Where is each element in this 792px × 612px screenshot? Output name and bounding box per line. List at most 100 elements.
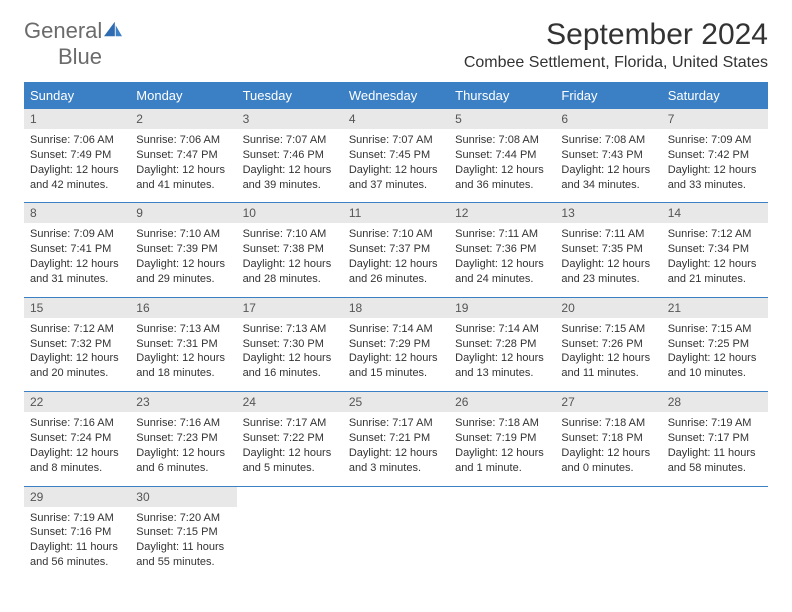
sunset-text: Sunset: 7:39 PM (136, 242, 230, 257)
daylight-text: Daylight: 12 hours and 8 minutes. (30, 446, 124, 476)
sunrise-text: Sunrise: 7:09 AM (30, 227, 124, 242)
sunset-text: Sunset: 7:19 PM (455, 431, 549, 446)
daylight-text: Daylight: 12 hours and 18 minutes. (136, 351, 230, 381)
day-cell: Sunrise: 7:08 AMSunset: 7:43 PMDaylight:… (555, 129, 661, 203)
sunrise-text: Sunrise: 7:12 AM (668, 227, 762, 242)
day-number: 12 (449, 203, 555, 224)
day-cell (662, 507, 768, 580)
sunrise-text: Sunrise: 7:10 AM (136, 227, 230, 242)
logo-text: General Blue (24, 18, 124, 70)
day-cell: Sunrise: 7:17 AMSunset: 7:22 PMDaylight:… (237, 412, 343, 486)
sunrise-text: Sunrise: 7:16 AM (136, 416, 230, 431)
day-cell: Sunrise: 7:19 AMSunset: 7:16 PMDaylight:… (24, 507, 130, 580)
sunrise-text: Sunrise: 7:14 AM (349, 322, 443, 337)
day-number: 8 (24, 203, 130, 224)
daylight-text: Daylight: 12 hours and 26 minutes. (349, 257, 443, 287)
week-body-row: Sunrise: 7:06 AMSunset: 7:49 PM Daylight:… (24, 129, 768, 203)
week-body-row: Sunrise: 7:16 AMSunset: 7:24 PMDaylight:… (24, 412, 768, 486)
day-cell: Sunrise: 7:07 AMSunset: 7:46 PMDaylight:… (237, 129, 343, 203)
day-cell: Sunrise: 7:19 AMSunset: 7:17 PMDaylight:… (662, 412, 768, 486)
sunrise-text: Sunrise: 7:12 AM (30, 322, 124, 337)
day-cell (237, 507, 343, 580)
sunset-text: Sunset: 7:25 PM (668, 337, 762, 352)
day-number: 15 (24, 297, 130, 318)
day-cell: Sunrise: 7:14 AMSunset: 7:29 PMDaylight:… (343, 318, 449, 392)
sunset-text: Sunset: 7:49 PM (30, 148, 124, 163)
day-cell: Sunrise: 7:10 AMSunset: 7:39 PMDaylight:… (130, 223, 236, 297)
day-cell: Sunrise: 7:13 AMSunset: 7:30 PMDaylight:… (237, 318, 343, 392)
day-number: 4 (343, 109, 449, 129)
daylight-text: Daylight: 12 hours and 33 minutes. (668, 163, 762, 193)
day-number (449, 486, 555, 507)
week-daynum-row: 22232425262728 (24, 392, 768, 413)
day-cell: Sunrise: 7:18 AMSunset: 7:18 PMDaylight:… (555, 412, 661, 486)
sunrise-text: Sunrise: 7:18 AM (561, 416, 655, 431)
sunrise-text: Sunrise: 7:09 AM (668, 133, 762, 148)
sunset-text: Sunset: 7:23 PM (136, 431, 230, 446)
day-number: 28 (662, 392, 768, 413)
day-number (343, 486, 449, 507)
daylight-text: Daylight: 11 hours and 56 minutes. (30, 540, 124, 570)
sunrise-text: Sunrise: 7:19 AM (30, 511, 124, 526)
sunset-text: Sunset: 7:34 PM (668, 242, 762, 257)
sunrise-text: Sunrise: 7:18 AM (455, 416, 549, 431)
day-cell: Sunrise: 7:07 AMSunset: 7:45 PMDaylight:… (343, 129, 449, 203)
sunset-text: Sunset: 7:15 PM (136, 525, 230, 540)
day-cell: Sunrise: 7:11 AMSunset: 7:36 PMDaylight:… (449, 223, 555, 297)
day-number (555, 486, 661, 507)
sunrise-text: Sunrise: 7:08 AM (561, 133, 655, 148)
sunset-text: Sunset: 7:24 PM (30, 431, 124, 446)
day-cell: Sunrise: 7:06 AMSunset: 7:49 PMDaylight:… (24, 129, 130, 203)
week-body-row: Sunrise: 7:12 AMSunset: 7:32 PMDaylight:… (24, 318, 768, 392)
sunset-text: Sunset: 7:16 PM (30, 525, 124, 540)
day-cell: Sunrise: 7:12 AMSunset: 7:34 PMDaylight:… (662, 223, 768, 297)
daylight-text: Daylight: 12 hours and 0 minutes. (561, 446, 655, 476)
day-number: 5 (449, 109, 555, 129)
week-daynum-row: 1234567 (24, 109, 768, 129)
day-number: 3 (237, 109, 343, 129)
sunset-text: Sunset: 7:45 PM (349, 148, 443, 163)
week-daynum-row: 2930 (24, 486, 768, 507)
daylight-text: Daylight: 12 hours and 29 minutes. (136, 257, 230, 287)
sunrise-text: Sunrise: 7:10 AM (243, 227, 337, 242)
sunrise-text: Sunrise: 7:17 AM (349, 416, 443, 431)
dayhead-fri: Friday (555, 82, 661, 109)
day-cell: Sunrise: 7:12 AMSunset: 7:32 PMDaylight:… (24, 318, 130, 392)
day-cell (449, 507, 555, 580)
sunset-text: Sunset: 7:17 PM (668, 431, 762, 446)
day-cell: Sunrise: 7:17 AMSunset: 7:21 PMDaylight:… (343, 412, 449, 486)
daylight-text: Daylight: 12 hours and 6 minutes. (136, 446, 230, 476)
sunrise-text: Sunrise: 7:10 AM (349, 227, 443, 242)
sunset-text: Sunset: 7:42 PM (668, 148, 762, 163)
sunset-text: Sunset: 7:28 PM (455, 337, 549, 352)
title-block: September 2024 Combee Settlement, Florid… (464, 18, 768, 72)
day-cell: Sunrise: 7:11 AMSunset: 7:35 PMDaylight:… (555, 223, 661, 297)
week-body-row: Sunrise: 7:09 AMSunset: 7:41 PMDaylight:… (24, 223, 768, 297)
day-number: 29 (24, 486, 130, 507)
daylight-text: Daylight: 12 hours and 3 minutes. (349, 446, 443, 476)
day-cell: Sunrise: 7:09 AMSunset: 7:41 PMDaylight:… (24, 223, 130, 297)
dayhead-sat: Saturday (662, 82, 768, 109)
page-header: General Blue September 2024 Combee Settl… (24, 18, 768, 72)
sunset-text: Sunset: 7:21 PM (349, 431, 443, 446)
day-number: 13 (555, 203, 661, 224)
daylight-text: Daylight: 12 hours and 37 minutes. (349, 163, 443, 193)
daylight-text: Daylight: 12 hours and 24 minutes. (455, 257, 549, 287)
calendar-table: Sunday Monday Tuesday Wednesday Thursday… (24, 82, 768, 580)
day-number: 20 (555, 297, 661, 318)
day-cell (343, 507, 449, 580)
day-number: 16 (130, 297, 236, 318)
sunrise-text: Sunrise: 7:06 AM (30, 133, 124, 148)
month-title: September 2024 (464, 18, 768, 52)
day-header-row: Sunday Monday Tuesday Wednesday Thursday… (24, 82, 768, 109)
day-cell: Sunrise: 7:15 AMSunset: 7:25 PMDaylight:… (662, 318, 768, 392)
daylight-text: Daylight: 11 hours and 55 minutes. (136, 540, 230, 570)
daylight-text: Daylight: 12 hours and 10 minutes. (668, 351, 762, 381)
day-number: 11 (343, 203, 449, 224)
logo-word-blue: Blue (58, 44, 102, 69)
sunset-text: Sunset: 7:47 PM (136, 148, 230, 163)
day-cell: Sunrise: 7:06 AMSunset: 7:47 PMDaylight:… (130, 129, 236, 203)
dayhead-wed: Wednesday (343, 82, 449, 109)
day-number: 14 (662, 203, 768, 224)
day-number: 9 (130, 203, 236, 224)
